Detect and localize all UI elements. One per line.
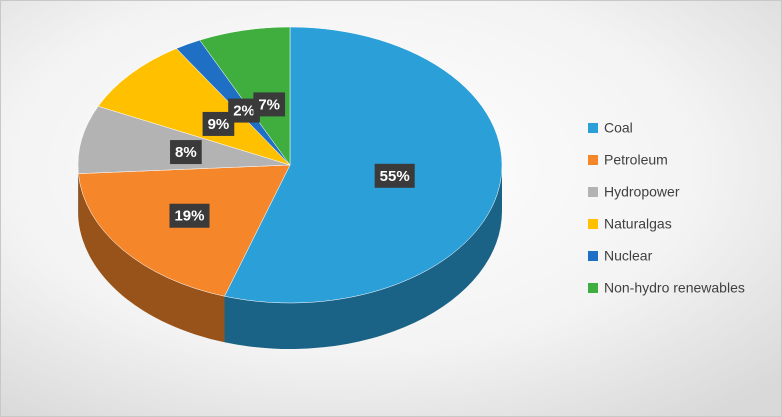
data-label-box [253,92,286,117]
slice [199,26,291,166]
data-label-text: 19% [174,208,204,225]
data-label-box [374,163,415,188]
legend-label: Hydropower [604,184,680,200]
legend-swatch [588,123,598,133]
data-label-text: 55% [380,168,410,185]
slice [97,48,291,166]
data-label: 9% [202,111,235,136]
data-label-text: 2% [233,103,255,120]
legend-label: Naturalgas [604,216,672,232]
data-labels: 55% 19% 8% 9%2% 7% [169,92,415,228]
data-label: 7% [253,92,286,117]
legend-label: Petroleum [604,152,668,168]
data-label: 8% [170,140,202,165]
legend-swatch [588,251,598,261]
pie [77,26,503,304]
data-label-box [202,111,235,136]
slice-side [78,173,225,343]
data-label-box [169,203,210,228]
slice [77,105,291,174]
legend-label: Non-hydro renewables [604,280,745,296]
legend: Coal Petroleum Hydropower Naturalgas Nuclear… [588,120,745,296]
legend-swatch [588,155,598,165]
legend-swatch [588,219,598,229]
data-label-box [170,140,202,165]
data-label-text: 9% [208,116,230,133]
legend-swatch [588,283,598,293]
data-label: 19% [169,203,210,228]
data-label: 55% [374,163,415,188]
legend-label: Coal [604,120,633,136]
slice [224,26,503,304]
legend-label: Nuclear [604,248,653,264]
slice [78,164,291,297]
data-label-text: 7% [258,96,280,113]
data-label-text: 8% [175,144,197,161]
legend-swatch [588,187,598,197]
